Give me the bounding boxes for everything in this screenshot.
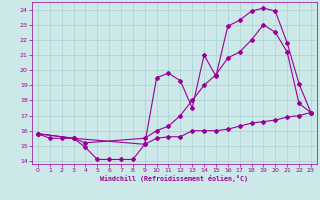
X-axis label: Windchill (Refroidissement éolien,°C): Windchill (Refroidissement éolien,°C) — [100, 175, 248, 182]
